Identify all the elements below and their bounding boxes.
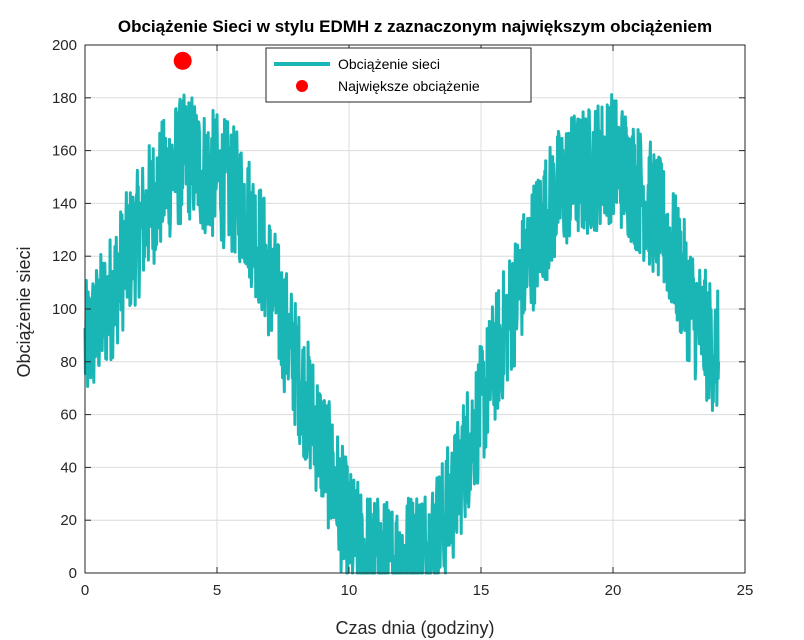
x-axis-label: Czas dnia (godziny) [335, 618, 494, 638]
legend-box [265, 47, 532, 103]
y-tick-label: 100 [52, 301, 77, 318]
series-layer [83, 51, 721, 575]
y-tick-label: 20 [60, 512, 77, 529]
x-tick-label: 20 [605, 582, 622, 599]
y-tick-label: 200 [52, 37, 77, 54]
legend: Obciążenie sieci Największe obciążenie [265, 47, 532, 103]
x-tick-label: 0 [81, 582, 89, 599]
y-axis-label: Obciążenie sieci [14, 246, 34, 377]
x-tick-label: 10 [341, 582, 358, 599]
y-tick-label: 120 [52, 248, 77, 265]
peak-marker [173, 51, 192, 70]
series-line-load [83, 93, 721, 575]
y-tick-label: 60 [60, 407, 77, 424]
legend-marker-swatch [296, 80, 308, 92]
y-tick-label: 0 [69, 565, 77, 582]
y-tick-label: 80 [60, 354, 77, 371]
chart-title: Obciążenie Sieci w stylu EDMH z zaznaczo… [118, 17, 712, 36]
legend-entry-peak: Największe obciążenie [338, 78, 480, 94]
y-tick-label: 140 [52, 195, 77, 212]
x-tick-label: 5 [213, 582, 221, 599]
x-tick-label: 15 [473, 582, 490, 599]
x-tick-label: 25 [737, 582, 754, 599]
y-tick-label: 40 [60, 459, 77, 476]
axis-ticks [84, 44, 746, 574]
y-tick-label: 160 [52, 143, 77, 160]
y-tick-label: 180 [52, 90, 77, 107]
legend-entry-load: Obciążenie sieci [338, 56, 440, 72]
tick-labels: 0 5 10 15 20 25 0 20 40 60 80 100 120 140 160 180 200 [52, 37, 753, 599]
